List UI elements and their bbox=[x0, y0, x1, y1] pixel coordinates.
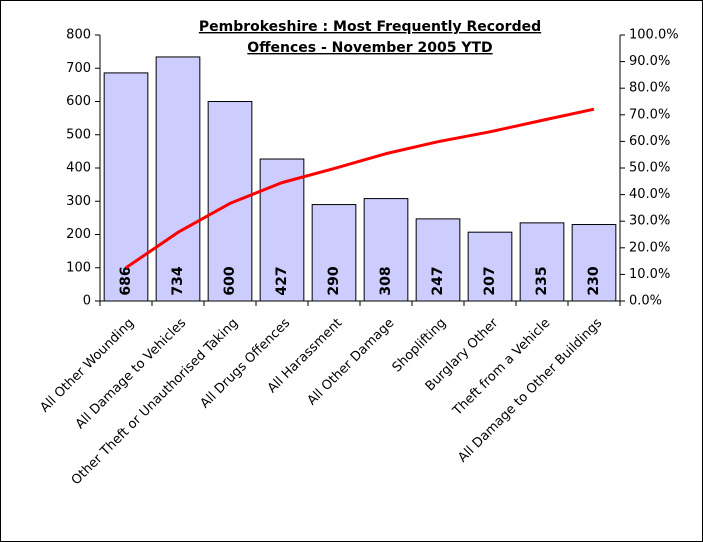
bar bbox=[571, 224, 617, 302]
y2-tick-label: 0.0% bbox=[629, 294, 662, 309]
y2-tick-label: 100.0% bbox=[629, 28, 679, 43]
value-label: 686 bbox=[118, 266, 134, 295]
y2-tick-label: 70.0% bbox=[629, 107, 670, 122]
value-label: 207 bbox=[482, 266, 498, 295]
y2-tick-label: 80.0% bbox=[629, 81, 670, 96]
bar bbox=[155, 56, 201, 302]
bar bbox=[259, 158, 305, 302]
value-label: 600 bbox=[222, 266, 238, 295]
bar bbox=[103, 72, 149, 302]
value-label: 247 bbox=[430, 266, 446, 295]
cumulative-line bbox=[125, 107, 595, 269]
bar bbox=[519, 222, 565, 302]
y-tick-label: 300 bbox=[66, 194, 91, 209]
y-tick-label: 700 bbox=[66, 61, 91, 76]
y-tick-label: 800 bbox=[66, 28, 91, 43]
value-label: 290 bbox=[326, 266, 342, 295]
y2-tick-label: 20.0% bbox=[629, 240, 670, 255]
value-label: 230 bbox=[586, 266, 602, 295]
bar bbox=[311, 204, 357, 302]
y-tick-label: 600 bbox=[66, 94, 91, 109]
bar bbox=[207, 101, 253, 302]
value-label: 308 bbox=[378, 266, 394, 295]
bar bbox=[415, 218, 461, 302]
value-label: 734 bbox=[170, 266, 186, 295]
y2-tick-label: 10.0% bbox=[629, 267, 670, 282]
y-tick-label: 400 bbox=[66, 161, 91, 176]
chart-title: Offences - November 2005 YTD bbox=[247, 40, 492, 56]
chart-title: Pembrokeshire : Most Frequently Recorded bbox=[199, 19, 541, 35]
y2-tick-label: 60.0% bbox=[629, 134, 670, 149]
y-tick-label: 0 bbox=[83, 294, 91, 309]
y-tick-label: 100 bbox=[66, 260, 91, 275]
y-tick-label: 500 bbox=[66, 127, 91, 142]
value-label: 427 bbox=[274, 266, 290, 295]
y-tick-label: 200 bbox=[66, 227, 91, 242]
y2-tick-label: 90.0% bbox=[629, 54, 670, 69]
value-label: 235 bbox=[534, 266, 550, 295]
y2-tick-label: 40.0% bbox=[629, 187, 670, 202]
bar bbox=[467, 231, 513, 302]
y2-tick-label: 50.0% bbox=[629, 161, 670, 176]
y2-tick-label: 30.0% bbox=[629, 214, 670, 229]
